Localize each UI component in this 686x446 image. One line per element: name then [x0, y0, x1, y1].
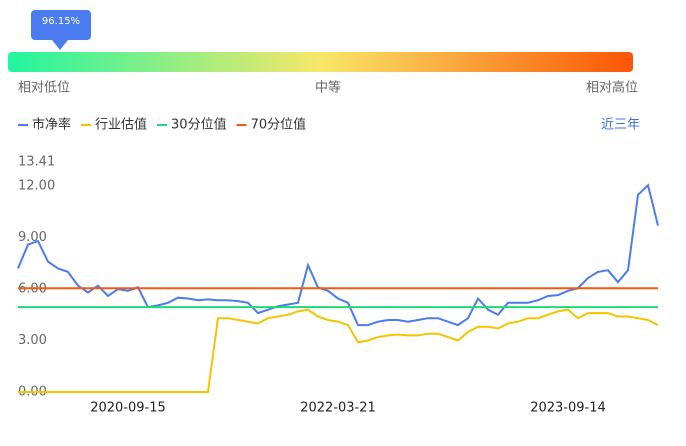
gauge-bar [8, 52, 633, 72]
series-line [17, 183, 659, 327]
legend-label: 市净率 [32, 117, 71, 133]
legend-label: 70分位值 [251, 117, 307, 133]
y-tick-label: 3.00 [18, 333, 47, 348]
x-tick-label: 2022-03-21 [300, 401, 376, 416]
legend-label: 30分位值 [171, 117, 227, 133]
series-line [18, 308, 659, 393]
gauge-label: 相对高位 [586, 80, 638, 96]
indicator-pointer [52, 40, 68, 50]
gauge-label: 相对低位 [18, 81, 70, 96]
legend-label: 行业估值 [95, 117, 147, 133]
range-button[interactable]: 近三年 [601, 118, 640, 133]
indicator-bubble [31, 10, 91, 40]
indicator-label: 96.15% [42, 16, 80, 27]
y-tick-label: 13.41 [18, 155, 55, 170]
x-tick-label: 2020-09-15 [90, 401, 166, 416]
y-tick-label: 12.00 [18, 179, 55, 194]
y-tick-label: 9.00 [18, 230, 47, 245]
gauge-label: 中等 [315, 80, 341, 96]
x-tick-label: 2023-09-14 [530, 401, 606, 416]
